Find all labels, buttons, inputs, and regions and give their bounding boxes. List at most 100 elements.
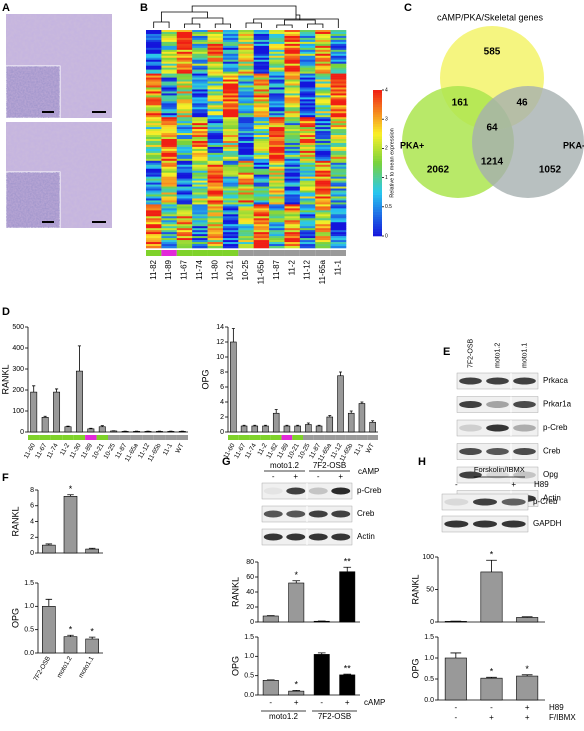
heatmap-cell: [146, 191, 162, 193]
heatmap-cell: [223, 210, 239, 212]
heatmap-cell: [238, 226, 254, 228]
heatmap-cell: [254, 42, 270, 44]
heatmap-cell: [238, 80, 254, 82]
heatmap-cell: [223, 123, 239, 125]
colorbar-step: [373, 168, 382, 171]
colorbar-step: [373, 221, 382, 224]
heatmap-cell: [177, 70, 193, 72]
heatmap-cell: [146, 183, 162, 185]
heatmap-cell: [331, 135, 347, 137]
heatmap-cell: [238, 74, 254, 76]
heatmap-cell: [269, 70, 285, 72]
heatmap-cell: [300, 99, 316, 101]
heatmap-cell: [223, 66, 239, 68]
heatmap-cell: [238, 147, 254, 149]
heatmap-cell: [300, 222, 316, 224]
heatmap-cell: [192, 115, 208, 117]
heatmap-cell: [177, 52, 193, 54]
heatmap-cell: [146, 153, 162, 155]
heatmap-cell: [315, 121, 331, 123]
sample-strip: [260, 435, 271, 440]
y-tick-label: 1.0: [24, 603, 34, 610]
heatmap-cell: [300, 133, 316, 135]
heatmap-cell: [146, 155, 162, 157]
heatmap-cell: [146, 137, 162, 139]
heatmap-cell: [269, 218, 285, 220]
heatmap-cell: [284, 60, 300, 62]
y-tick-label: 0: [430, 619, 434, 626]
heatmap-cell: [223, 56, 239, 58]
colorbar-tick-label: 2: [385, 146, 388, 152]
heatmap-cell: [254, 129, 270, 131]
x-tick-label: 11-1: [162, 442, 175, 457]
heatmap-cell: [223, 85, 239, 87]
heatmap-cell: [254, 82, 270, 84]
heatmap-cell: [331, 246, 347, 248]
heatmap-cell: [331, 216, 347, 218]
heatmap-cell: [300, 46, 316, 48]
heatmap-cell: [208, 129, 224, 131]
heatmap-cell: [315, 141, 331, 143]
heatmap-cell: [146, 30, 162, 32]
lane-label: moto1.2: [494, 343, 501, 368]
heatmap-cell: [192, 222, 208, 224]
venn-count: 585: [484, 47, 501, 58]
heatmap-cell: [223, 224, 239, 226]
heatmap-cell: [238, 93, 254, 95]
heatmap-cell: [146, 105, 162, 107]
heatmap-cell: [284, 183, 300, 185]
heatmap-cell: [192, 147, 208, 149]
heatmap-cell: [192, 238, 208, 240]
bar: [31, 392, 37, 432]
heatmap-cell: [146, 72, 162, 74]
heatmap-cell: [284, 147, 300, 149]
heatmap-cell: [315, 155, 331, 157]
heatmap-cell: [177, 135, 193, 137]
heatmap-cell: [208, 169, 224, 171]
colorbar-step: [373, 90, 382, 93]
heatmap-cell: [331, 153, 347, 155]
y-tick-label: 100: [422, 554, 434, 561]
heatmap-cell: [192, 191, 208, 193]
heatmap-cell: [161, 185, 177, 187]
colorbar-step: [373, 204, 382, 207]
bar: [516, 676, 537, 700]
heatmap-cell: [284, 93, 300, 95]
heatmap-cell: [300, 238, 316, 240]
heatmap-cell: [223, 236, 239, 238]
heatmap-cell: [161, 93, 177, 95]
heatmap-cell: [284, 155, 300, 157]
heatmap-cell: [161, 66, 177, 68]
heatmap-cell: [331, 236, 347, 238]
heatmap-cell: [254, 153, 270, 155]
heatmap-cell: [331, 159, 347, 161]
heatmap-cell: [284, 181, 300, 183]
heatmap-cell: [177, 113, 193, 115]
heatmap-cell: [161, 109, 177, 111]
heatmap-cell: [192, 48, 208, 50]
heatmap-cell: [146, 89, 162, 91]
heatmap-cell: [177, 137, 193, 139]
heatmap-cell: [300, 93, 316, 95]
heatmap-cell: [208, 216, 224, 218]
heatmap-cell: [161, 234, 177, 236]
heatmap-cell: [254, 149, 270, 151]
heatmap-cell: [208, 50, 224, 52]
heatmap-cell: [269, 163, 285, 165]
heatmap-cell: [223, 240, 239, 242]
heatmap-cell: [315, 189, 331, 191]
heatmap-cell: [146, 151, 162, 153]
sample-strip: [51, 435, 62, 440]
colorbar-step: [373, 129, 382, 132]
heatmap-cell: [284, 46, 300, 48]
panel-label: C: [404, 2, 412, 14]
heatmap-cell: [208, 85, 224, 87]
heatmap-cell: [192, 194, 208, 196]
blot-band: [264, 534, 283, 541]
sample-strip: [192, 250, 207, 256]
heatmap-cell: [331, 36, 347, 38]
heatmap-cell: [146, 179, 162, 181]
heatmap-cell: [331, 72, 347, 74]
heatmap-cell: [208, 121, 224, 123]
heatmap-cell: [269, 226, 285, 228]
